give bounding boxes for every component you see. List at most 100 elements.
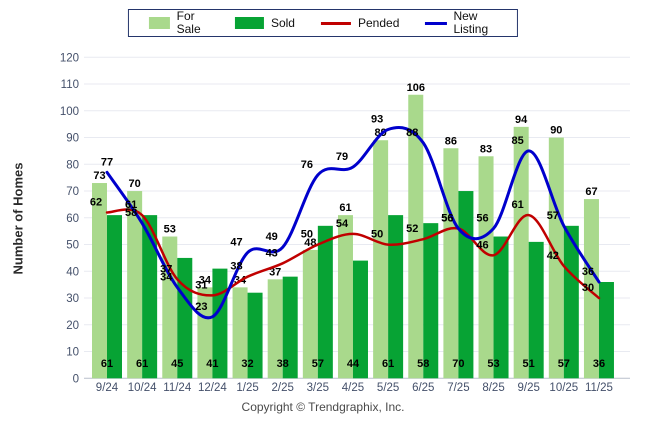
new-listing-value-labels: 77 58 34 23 47 49 76 79 93 88 56 56 85 57 36 bbox=[101, 114, 594, 313]
x-tick-label: 11/24 bbox=[163, 382, 192, 394]
bar-sold bbox=[563, 225, 579, 379]
y-axis-tick-labels: 0 10 20 30 40 50 60 70 80 90 100 110 120 bbox=[60, 52, 79, 385]
chart-legend: For Sale Sold Pended New Listing bbox=[127, 9, 519, 37]
y-tick-label: 100 bbox=[60, 106, 79, 118]
y-tick-label: 80 bbox=[66, 159, 79, 171]
for-sale-swatch-icon bbox=[148, 17, 170, 29]
sold-value-label: 44 bbox=[347, 358, 360, 370]
bar-for-sale bbox=[197, 287, 213, 379]
legend-label-pended: Pended bbox=[357, 15, 400, 30]
sold-value-label: 41 bbox=[206, 358, 218, 370]
bar-for-sale bbox=[373, 140, 389, 379]
sold-value-label: 57 bbox=[558, 358, 570, 370]
new-listing-line bbox=[105, 126, 601, 320]
y-tick-label: 90 bbox=[66, 133, 79, 145]
sold-value-label: 61 bbox=[382, 358, 394, 370]
line-value-label: 38 bbox=[230, 261, 242, 273]
for-sale-value-label: 37 bbox=[269, 266, 281, 278]
x-tick-label: 7/25 bbox=[447, 382, 469, 394]
sold-value-label: 58 bbox=[417, 358, 429, 370]
for-sale-value-label: 90 bbox=[550, 125, 562, 137]
bar-for-sale bbox=[513, 126, 529, 379]
x-tick-label: 1/25 bbox=[236, 382, 258, 394]
x-tick-label: 10/25 bbox=[549, 382, 578, 394]
x-tick-label: 10/24 bbox=[128, 382, 157, 394]
line-value-label: 88 bbox=[406, 127, 418, 139]
legend-item-for-sale: For Sale bbox=[148, 10, 209, 36]
line-value-label: 37 bbox=[160, 263, 172, 275]
bar-sold bbox=[247, 292, 263, 379]
legend-label-new-listing: New Listing bbox=[453, 9, 489, 36]
for-sale-value-label: 61 bbox=[339, 202, 351, 214]
x-tick-label: 9/25 bbox=[517, 382, 539, 394]
line-value-label: 76 bbox=[301, 159, 313, 171]
sold-value-label: 51 bbox=[523, 358, 535, 370]
bar-sold bbox=[107, 215, 122, 379]
for-sale-value-label: 70 bbox=[129, 178, 141, 190]
line-value-label: 23 bbox=[195, 301, 207, 313]
x-tick-label: 3/25 bbox=[307, 382, 329, 394]
bar-sold bbox=[142, 215, 158, 379]
pended-value-labels: 62 61 37 31 38 43 50 54 50 52 56 46 61 42 30 bbox=[90, 196, 594, 294]
line-value-label: 50 bbox=[371, 229, 383, 241]
sold-value-label: 32 bbox=[241, 358, 253, 370]
bar-for-sale bbox=[302, 249, 318, 379]
copyright-text: Copyright © Trendgraphix, Inc. bbox=[241, 400, 405, 414]
bar-sold bbox=[317, 225, 333, 379]
y-tick-label: 60 bbox=[66, 213, 79, 225]
new-listing-line-swatch-icon bbox=[425, 21, 447, 25]
for-sale-value-label: 86 bbox=[445, 135, 457, 147]
bar-for-sale bbox=[92, 183, 107, 379]
sold-value-label: 45 bbox=[171, 358, 183, 370]
line-value-label: 34 bbox=[160, 271, 173, 283]
for-sale-value-label: 106 bbox=[407, 82, 425, 94]
line-value-label: 30 bbox=[582, 282, 594, 294]
y-tick-label: 10 bbox=[66, 347, 79, 359]
sold-value-label: 57 bbox=[312, 358, 324, 370]
legend-item-sold: Sold bbox=[234, 15, 295, 30]
line-value-label: 61 bbox=[125, 199, 137, 211]
x-tick-label: 8/25 bbox=[482, 382, 504, 394]
for-sale-value-label: 73 bbox=[93, 170, 105, 182]
pended-line bbox=[105, 208, 601, 300]
line-value-label: 93 bbox=[371, 114, 383, 126]
bar-sold bbox=[352, 260, 368, 379]
line-value-label: 36 bbox=[582, 266, 594, 278]
line-value-label: 56 bbox=[476, 213, 488, 225]
bar-for-sale bbox=[232, 287, 248, 379]
line-value-label: 79 bbox=[336, 151, 348, 163]
for-sale-value-label: 83 bbox=[480, 143, 492, 155]
line-value-label: 56 bbox=[441, 213, 453, 225]
x-tick-label: 11/25 bbox=[585, 382, 613, 394]
y-tick-label: 50 bbox=[66, 240, 79, 252]
line-value-label: 77 bbox=[101, 156, 113, 168]
legend-label-sold: Sold bbox=[270, 15, 295, 30]
y-tick-label: 40 bbox=[66, 266, 79, 278]
y-axis-title: Number of Homes bbox=[10, 162, 26, 275]
line-value-label: 47 bbox=[230, 237, 242, 249]
line-value-label: 61 bbox=[512, 199, 524, 211]
bar-sold bbox=[458, 191, 474, 379]
line-value-label: 62 bbox=[90, 196, 102, 208]
line-value-label: 46 bbox=[476, 239, 488, 251]
y-tick-label: 110 bbox=[61, 79, 79, 91]
line-value-label: 49 bbox=[266, 231, 278, 243]
bar-for-sale bbox=[443, 148, 459, 379]
sold-swatch-icon bbox=[234, 17, 264, 29]
y-tick-label: 20 bbox=[66, 320, 79, 332]
line-value-label: 50 bbox=[301, 229, 313, 241]
bar-sold bbox=[388, 215, 404, 379]
bar-sold bbox=[493, 236, 509, 379]
x-axis-tick-labels: 9/24 10/24 11/24 12/24 1/25 2/25 3/25 4/25 5/25 6… bbox=[96, 382, 613, 394]
bar-sold bbox=[282, 276, 298, 379]
for-sale-value-label: 53 bbox=[164, 224, 176, 236]
x-tick-label: 4/25 bbox=[342, 382, 364, 394]
y-tick-label: 0 bbox=[73, 373, 79, 385]
sold-value-label: 61 bbox=[101, 358, 113, 370]
bar-sold bbox=[528, 241, 544, 379]
line-value-label: 85 bbox=[512, 135, 524, 147]
bar-for-sale bbox=[478, 156, 494, 379]
sold-value-label: 38 bbox=[277, 358, 289, 370]
for-sale-value-label: 94 bbox=[515, 114, 528, 126]
